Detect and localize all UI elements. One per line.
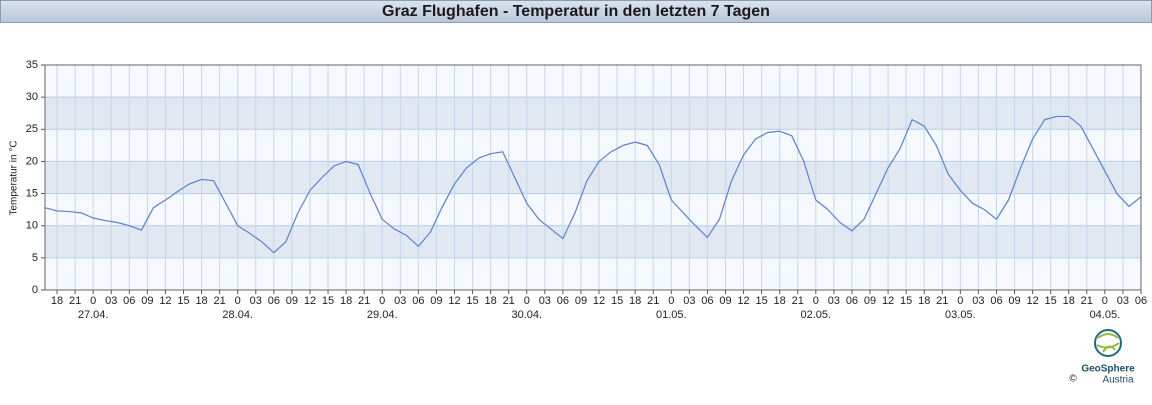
x-tick-label: 03 (1117, 295, 1129, 307)
x-tick-label: 09 (286, 295, 298, 307)
x-tick-label: 0 (957, 295, 963, 307)
x-tick-label: 09 (575, 295, 587, 307)
x-tick-label: 03 (394, 295, 406, 307)
x-tick-label: 0 (813, 295, 819, 307)
x-tick-label: 18 (485, 295, 497, 307)
grid-band (45, 225, 1141, 258)
x-tick-label: 06 (701, 295, 713, 307)
x-tick-label: 15 (611, 295, 623, 307)
x-tick-label: 12 (448, 295, 460, 307)
logo-icon (1094, 329, 1122, 357)
x-tick-label: 0 (1102, 295, 1108, 307)
x-tick-label: 18 (51, 295, 63, 307)
date-label: 01.05. (656, 309, 687, 321)
x-tick-label: 06 (990, 295, 1002, 307)
y-tick-label: 5 (32, 252, 38, 264)
logo-sub: Austria (1102, 375, 1134, 386)
x-tick-label: 03 (683, 295, 695, 307)
x-tick-label: 15 (1045, 295, 1057, 307)
x-tick-label: 15 (322, 295, 334, 307)
x-tick-label: 09 (864, 295, 876, 307)
x-tick-label: 0 (90, 295, 96, 307)
logo: GeoSphere Austria © (1069, 329, 1135, 386)
date-label: 27.04. (78, 309, 109, 321)
x-tick-label: 03 (250, 295, 262, 307)
x-tick-label: 03 (972, 295, 984, 307)
y-tick-label: 35 (26, 59, 38, 71)
x-tick-label: 15 (177, 295, 189, 307)
temperature-line (44, 115, 1142, 254)
date-label: 30.04. (511, 309, 542, 321)
x-tick-label: 21 (214, 295, 226, 307)
x-tick-label: 21 (358, 295, 370, 307)
x-tick-label: 06 (1135, 295, 1147, 307)
x-tick-label: 06 (268, 295, 280, 307)
x-tick-label: 09 (719, 295, 731, 307)
x-tick-label: 12 (159, 295, 171, 307)
y-tick-label: 0 (32, 284, 38, 296)
x-tick-label: 12 (593, 295, 605, 307)
x-tick-label: 09 (430, 295, 442, 307)
x-tick-label: 0 (235, 295, 241, 307)
x-tick-label: 06 (557, 295, 569, 307)
x-tick-label: 21 (792, 295, 804, 307)
grid-band (45, 97, 1141, 130)
chart-title: Graz Flughafen - Temperatur in den letzt… (382, 3, 770, 20)
date-label: 02.05. (801, 309, 832, 321)
x-tick-label: 0 (379, 295, 385, 307)
x-tick-label: 18 (340, 295, 352, 307)
x-tick-label: 03 (828, 295, 840, 307)
logo-icon (1096, 333, 1120, 353)
logo-name: GeoSphere (1081, 364, 1135, 375)
y-tick-label: 20 (26, 155, 38, 167)
x-tick-label: 15 (466, 295, 478, 307)
x-tick-label: 21 (1081, 295, 1093, 307)
x-tick-label: 09 (1008, 295, 1020, 307)
date-label: 29.04. (367, 309, 398, 321)
y-tick-label: 10 (26, 220, 38, 232)
x-tick-label: 09 (141, 295, 153, 307)
x-tick-label: 21 (69, 295, 81, 307)
x-tick-label: 18 (1063, 295, 1075, 307)
date-label: 28.04. (222, 309, 253, 321)
x-tick-label: 15 (755, 295, 767, 307)
x-tick-label: 12 (1026, 295, 1038, 307)
x-tick-label: 18 (774, 295, 786, 307)
y-axis-label: Temperatur in °C (9, 140, 20, 215)
x-tick-label: 12 (737, 295, 749, 307)
x-tick-label: 21 (647, 295, 659, 307)
copyright: © (1069, 374, 1077, 385)
date-label: 04.05. (1090, 309, 1121, 321)
y-tick-label: 30 (26, 91, 38, 103)
y-tick-label: 25 (26, 123, 38, 135)
x-tick-label: 03 (539, 295, 551, 307)
x-tick-label: 06 (846, 295, 858, 307)
x-tick-label: 0 (524, 295, 530, 307)
x-tick-label: 06 (412, 295, 424, 307)
date-label: 03.05. (945, 309, 976, 321)
x-tick-label: 15 (900, 295, 912, 307)
x-tick-label: 0 (668, 295, 674, 307)
x-tick-label: 03 (105, 295, 117, 307)
x-tick-label: 18 (918, 295, 930, 307)
x-tick-label: 06 (123, 295, 135, 307)
y-tick-label: 15 (26, 187, 38, 199)
x-tick-label: 12 (304, 295, 316, 307)
plot-border (44, 64, 1142, 291)
x-tick-label: 12 (882, 295, 894, 307)
grid-band (45, 161, 1141, 194)
x-tick-label: 18 (629, 295, 641, 307)
x-tick-label: 21 (503, 295, 515, 307)
x-tick-label: 21 (936, 295, 948, 307)
x-tick-label: 18 (195, 295, 207, 307)
